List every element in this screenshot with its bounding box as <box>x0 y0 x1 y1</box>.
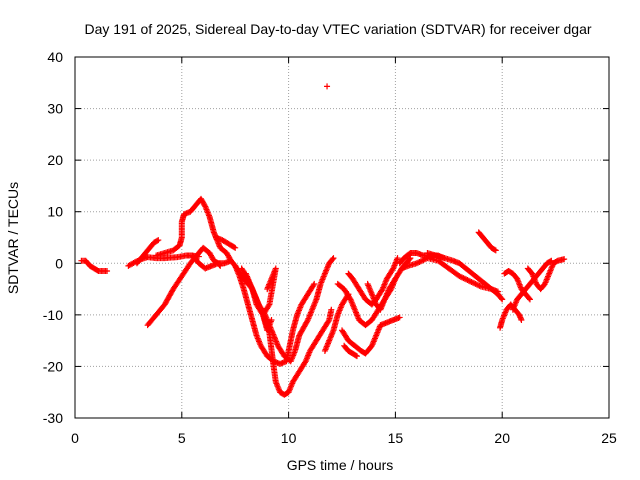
data-point <box>421 256 428 263</box>
x-tick-label: 5 <box>178 430 186 446</box>
data-point <box>547 258 554 265</box>
data-point <box>459 274 466 281</box>
data-point <box>328 306 335 313</box>
data-point <box>330 255 337 262</box>
y-tick-label: 30 <box>47 101 63 117</box>
data-point <box>457 273 464 280</box>
data-point <box>416 258 423 265</box>
data-point <box>465 277 472 284</box>
data-point <box>468 278 475 285</box>
data-point <box>311 280 318 287</box>
axis-ticks: 0 5 10 15 20 25 -30 -20 -10 0 10 20 30 40 <box>43 49 617 446</box>
data-point <box>526 296 533 303</box>
data-points <box>78 83 568 398</box>
grid-lines <box>75 57 609 418</box>
data-point <box>417 258 424 265</box>
data-point <box>394 255 401 262</box>
data-point <box>396 314 403 321</box>
y-tick-label: -10 <box>43 307 63 323</box>
data-point <box>413 260 420 267</box>
data-point <box>461 275 468 282</box>
y-tick-label: -30 <box>43 410 63 426</box>
data-point <box>460 275 467 282</box>
data-point <box>419 257 426 264</box>
data-point <box>463 276 470 283</box>
x-tick-label: 20 <box>494 430 510 446</box>
data-point <box>499 296 506 303</box>
data-point <box>154 237 161 244</box>
data-point <box>352 352 359 359</box>
data-point <box>469 279 476 286</box>
data-point <box>518 317 525 324</box>
data-point <box>104 268 111 275</box>
data-point <box>561 256 568 263</box>
data-point <box>476 282 483 289</box>
y-tick-label: 10 <box>47 204 63 220</box>
data-point <box>353 353 360 360</box>
data-point <box>406 256 413 263</box>
x-tick-label: 10 <box>281 430 297 446</box>
data-point <box>259 311 266 318</box>
y-tick-label: -20 <box>43 358 63 374</box>
data-point <box>467 278 474 285</box>
data-point <box>472 280 479 287</box>
data-point <box>391 277 398 284</box>
data-point <box>526 295 533 302</box>
data-point <box>232 244 239 251</box>
data-point <box>201 202 208 209</box>
data-point <box>155 237 162 244</box>
data-point <box>415 259 422 266</box>
data-point <box>473 281 480 288</box>
x-tick-label: 15 <box>388 430 404 446</box>
data-point <box>464 277 471 284</box>
x-tick-label: 25 <box>601 430 617 446</box>
data-point <box>407 255 414 262</box>
data-point <box>310 282 317 289</box>
data-point <box>324 83 331 90</box>
x-tick-label: 0 <box>71 430 79 446</box>
data-point <box>498 295 505 302</box>
data-point <box>420 257 427 264</box>
chart-title: Day 191 of 2025, Sidereal Day-to-day VTE… <box>84 21 591 37</box>
data-point <box>471 280 478 287</box>
data-point <box>260 310 267 317</box>
x-axis-label: GPS time / hours <box>287 457 394 473</box>
data-point <box>392 275 399 282</box>
y-axis-label: SDTVAR / TECUs <box>5 182 21 294</box>
data-point <box>304 318 311 325</box>
plot-frame <box>74 56 610 419</box>
data-point <box>231 244 238 251</box>
data-point <box>491 246 498 253</box>
data-point <box>325 318 332 325</box>
data-point <box>492 247 499 254</box>
data-point <box>475 282 482 289</box>
y-tick-label: 0 <box>55 255 63 271</box>
data-point <box>268 317 275 324</box>
y-tick-label: 20 <box>47 152 63 168</box>
y-tick-label: 40 <box>47 49 63 65</box>
data-point <box>329 256 336 263</box>
data-point <box>227 257 234 264</box>
data-point <box>456 273 463 280</box>
